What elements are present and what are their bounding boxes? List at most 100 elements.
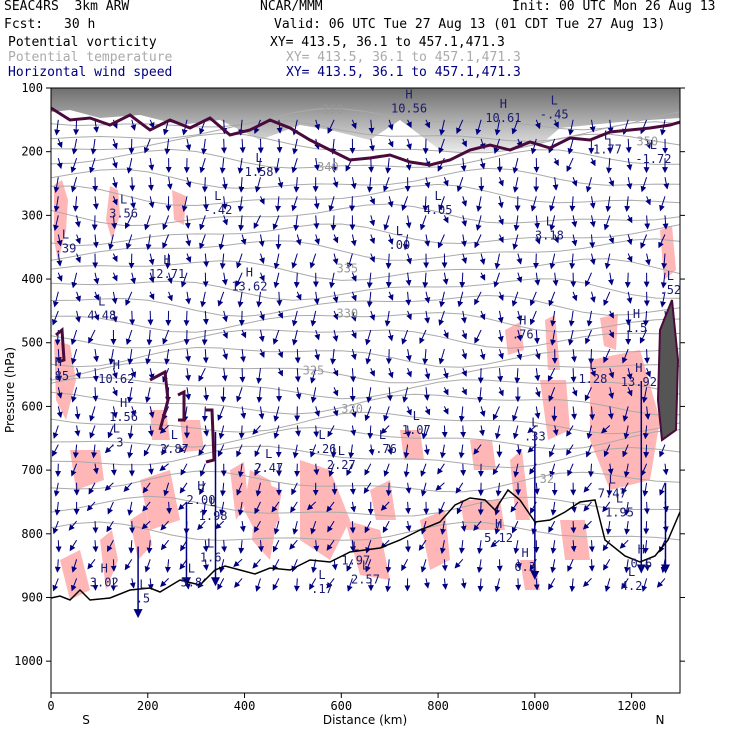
wind-arrow [387, 444, 394, 455]
extremum-type: H [495, 517, 502, 531]
wind-arrow [385, 253, 392, 270]
wind-arrow [289, 539, 298, 550]
wind-arrow [130, 406, 137, 417]
wind-arrow [351, 329, 357, 339]
wind-arrow [348, 444, 355, 459]
extremum-value: 1.95 [605, 506, 634, 520]
wind-arrow [221, 177, 228, 190]
wind-arrow [202, 196, 209, 211]
wind-arrow [492, 406, 500, 421]
extremum-low: L1.77 [593, 129, 622, 157]
wind-arrow [369, 196, 375, 205]
extremum-value: 1.58 [245, 165, 274, 179]
wind-arrow [624, 559, 631, 574]
wind-arrow [387, 119, 394, 131]
wind-arrow [406, 138, 412, 150]
extremum-value: 2.57 [351, 573, 380, 587]
wind-arrow [516, 329, 523, 342]
wind-arrow [387, 329, 394, 342]
wind-arrow [642, 310, 649, 327]
wind-arrow [567, 329, 574, 346]
wind-arrow [589, 234, 596, 249]
wind-arrow [159, 463, 169, 472]
wind-arrow [350, 348, 357, 361]
extremum-low: L.5 [136, 578, 150, 606]
wind-arrow [111, 177, 118, 189]
wind-arrow [148, 291, 155, 301]
wind-arrow [326, 539, 335, 551]
wind-arrow [590, 157, 596, 167]
wind-arrow [74, 425, 81, 437]
theta-line [51, 148, 680, 169]
wind-arrow [327, 119, 335, 134]
extremum-low: L2.57 [351, 559, 380, 587]
wind-arrow [236, 253, 243, 269]
wind-arrow [405, 482, 412, 494]
wind-arrow [222, 348, 229, 360]
wind-arrow [259, 272, 265, 282]
wind-arrow [424, 234, 431, 247]
wind-arrow [111, 310, 118, 323]
wind-arrow [424, 310, 431, 324]
wind-arrow [75, 368, 81, 379]
wind-arrow [461, 348, 468, 360]
wind-arrow [549, 215, 556, 231]
wind-arrow [441, 425, 448, 438]
wind-arrow [184, 215, 191, 229]
wind-arrow [570, 540, 577, 553]
wind-arrow [291, 310, 298, 327]
wind-arrow [326, 501, 335, 513]
wind-arrow [253, 215, 261, 229]
wind-arrow [497, 310, 504, 324]
wind-arrow [350, 406, 357, 418]
wind-arrow [619, 539, 629, 549]
extremum-low: L1.95 [605, 492, 634, 520]
wind-arrow [510, 501, 519, 513]
wind-arrow [56, 234, 63, 247]
y-tick-label: 600 [21, 399, 43, 413]
wind-arrow [295, 387, 302, 400]
wind-arrow [566, 157, 574, 173]
wind-arrow [460, 158, 467, 172]
wind-arrow [311, 559, 318, 574]
wind-arrow [272, 329, 280, 345]
x-tick-label: 400 [234, 699, 256, 713]
wind-arrow [424, 368, 431, 380]
wind-arrow [403, 463, 410, 478]
wind-arrow [254, 501, 261, 515]
wind-arrow [127, 501, 134, 516]
extremum-high: H13.92 [621, 361, 657, 389]
wind-arrow [273, 425, 280, 440]
wind-arrow [201, 177, 208, 193]
wind-arrow [221, 540, 228, 553]
wind-arrow [350, 425, 357, 437]
wind-arrow [277, 367, 283, 377]
extremum-type: H [633, 307, 640, 321]
wind-arrow [547, 367, 556, 382]
extremum-value: 4.48 [87, 308, 116, 322]
extremum-low: L4.05 [424, 189, 453, 217]
wind-arrow [164, 559, 171, 573]
extremum-value: 2.27 [327, 458, 356, 472]
wind-arrow [219, 501, 226, 516]
wind-arrow [567, 559, 574, 572]
wind-arrow [382, 520, 390, 533]
wind-arrow [383, 177, 390, 192]
wind-arrow [277, 310, 283, 319]
wind-arrow [438, 310, 445, 326]
wind-arrow [254, 463, 261, 477]
wind-arrow [256, 158, 263, 174]
wind-arrow [252, 558, 261, 569]
extremum-value: 6.3 [514, 560, 536, 574]
field-pv-name: Potential vorticity [8, 35, 157, 50]
wind-arrow [460, 521, 467, 532]
wind-arrow [604, 578, 611, 592]
wind-arrow [276, 138, 283, 154]
wind-arrow [331, 482, 338, 496]
wind-arrow [369, 367, 375, 377]
wind-arrow [385, 578, 392, 593]
wind-arrow [107, 501, 114, 515]
wind-arrow [474, 234, 482, 249]
fcst-value: 30 h [64, 17, 96, 32]
wind-arrow [275, 196, 282, 212]
